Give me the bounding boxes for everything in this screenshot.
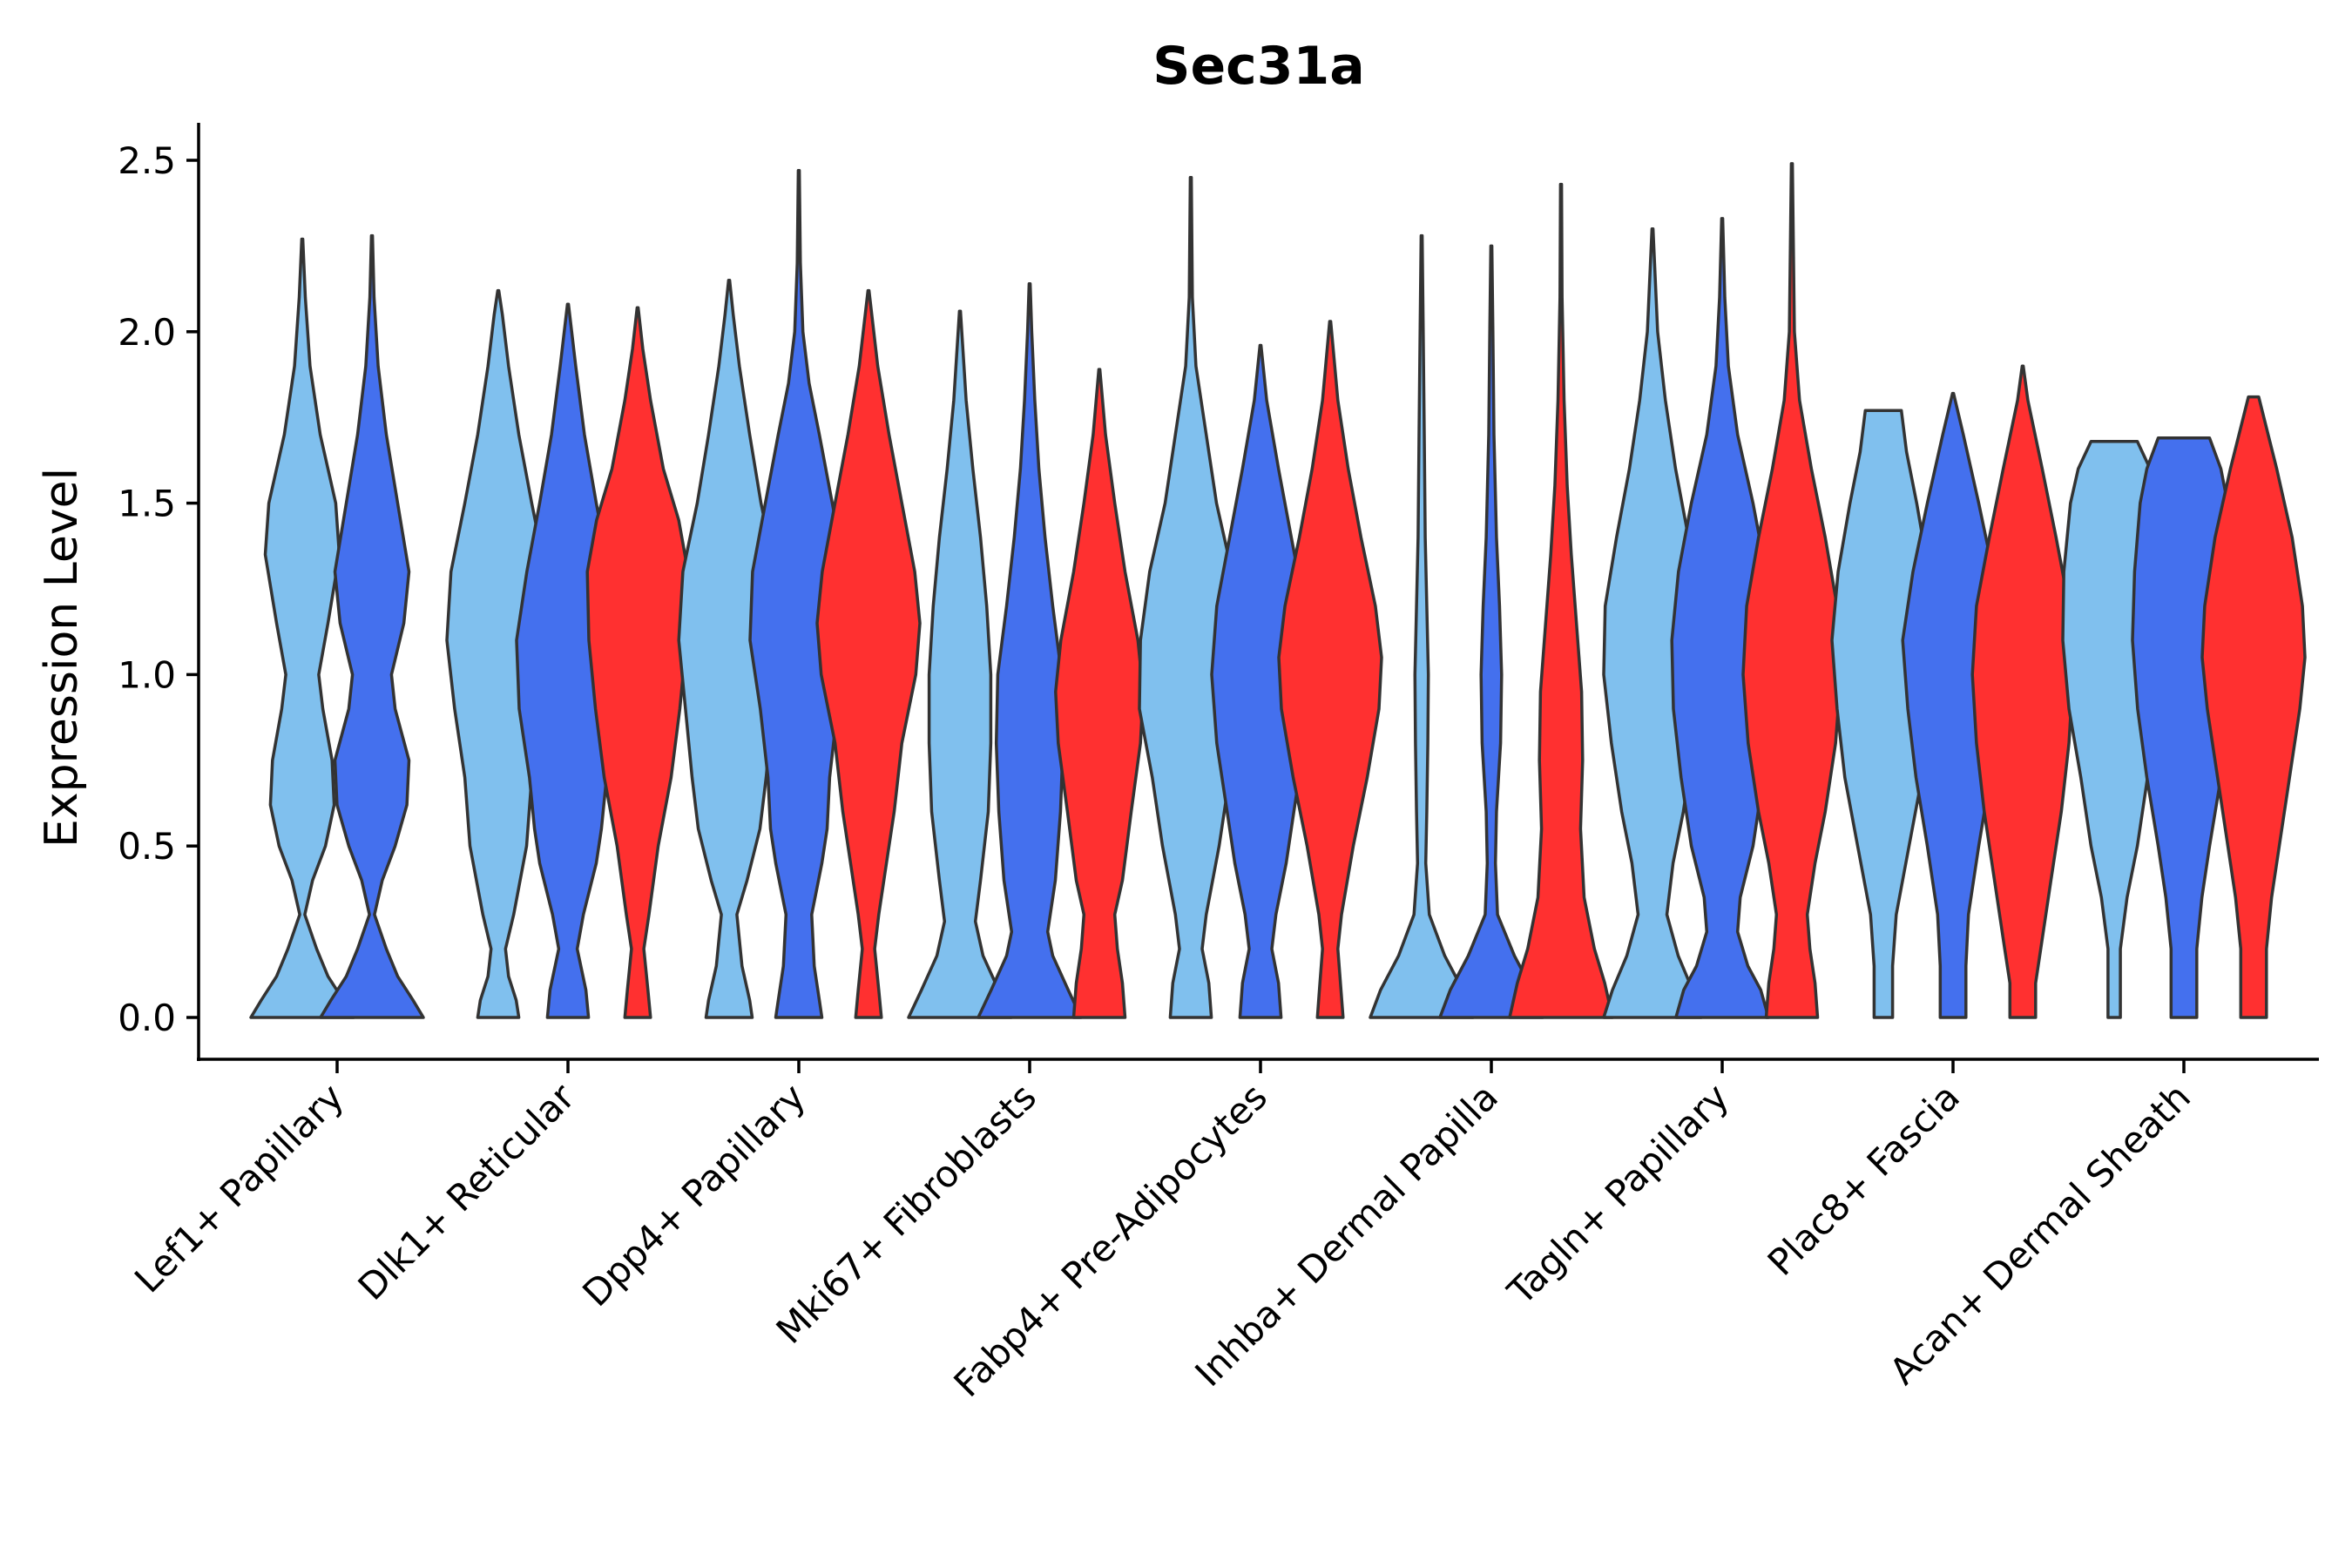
violin-2-1 <box>445 288 551 1019</box>
violin-5-3 <box>1277 320 1383 1019</box>
violin-5-2 <box>1210 343 1311 1019</box>
y-tick-label: 2.5 <box>118 139 176 182</box>
violin-4-2 <box>977 281 1083 1019</box>
violin-6-1 <box>1369 233 1475 1019</box>
y-axis-label: Expression Level <box>36 468 88 848</box>
y-axis-ticks: 0.0 0.5 1.0 1.5 2.0 2.5 <box>118 139 199 1039</box>
violin-3-1 <box>677 279 781 1019</box>
y-tick-label: 0.5 <box>118 825 176 868</box>
chart-title: Sec31a <box>1152 36 1364 97</box>
violin-6-3 <box>1508 182 1614 1019</box>
y-tick-label: 0.0 <box>118 997 176 1039</box>
violin-7-2 <box>1670 217 1774 1019</box>
x-tick-label: Dlk1+ Reticular <box>350 1075 584 1308</box>
violin-1-2 <box>319 233 425 1019</box>
violin-6-2 <box>1438 244 1544 1019</box>
violin-8-3 <box>1970 364 2075 1019</box>
x-tick-label: Plac8+ Fascia <box>1760 1075 1968 1283</box>
violin-4-3 <box>1054 368 1145 1019</box>
violin-4-1 <box>907 309 1013 1019</box>
violin-7-1 <box>1602 226 1703 1019</box>
violin-8-1 <box>1830 409 1936 1019</box>
x-tick-label: Tagln+ Papillary <box>1499 1075 1737 1313</box>
violin-7-3 <box>1741 162 1842 1019</box>
violin-1-1 <box>249 237 355 1019</box>
violin-9-3 <box>2200 395 2307 1019</box>
x-tick-label: Dpp4+ Papillary <box>574 1075 814 1315</box>
violin-2-3 <box>585 306 690 1019</box>
y-tick-label: 1.0 <box>118 653 176 696</box>
violin-layer <box>249 162 2307 1019</box>
violin-3-3 <box>815 288 922 1019</box>
x-tick-label: Lef1+ Papillary <box>126 1075 352 1301</box>
y-tick-label: 2.0 <box>118 311 176 354</box>
x-tick-label: Mki67+ Fibroblasts <box>768 1075 1044 1351</box>
violin-3-2 <box>748 169 849 1019</box>
violin-2-2 <box>515 302 621 1019</box>
y-tick-label: 1.5 <box>118 483 176 525</box>
